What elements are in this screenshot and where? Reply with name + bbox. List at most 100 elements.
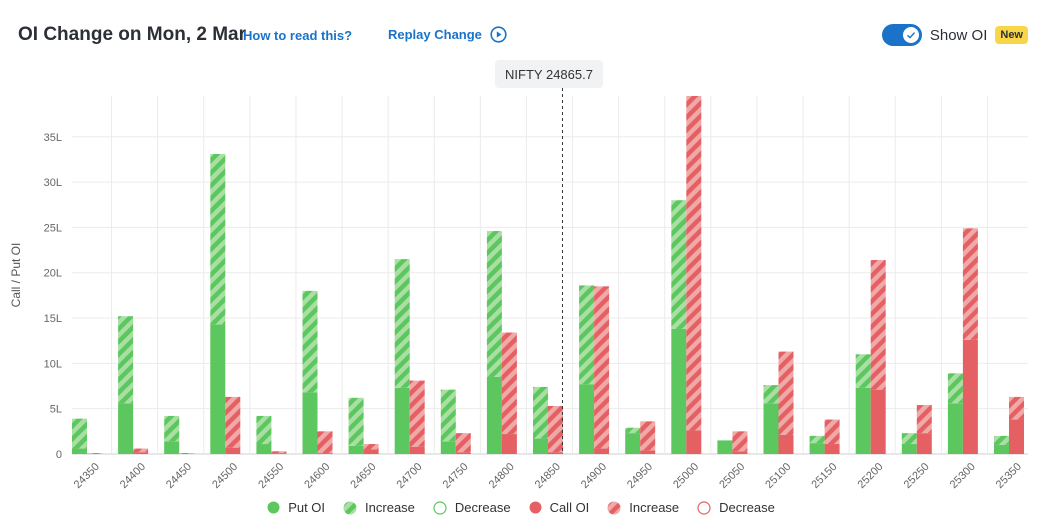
x-tick-label: 25050 [717, 461, 747, 491]
y-tick-label: 10L [44, 358, 62, 370]
put-increase-bar [348, 397, 364, 446]
x-tick-label: 24450 [164, 461, 194, 491]
call-increase-bar [87, 453, 102, 454]
x-tick-label: 25100 [763, 461, 793, 491]
replay-change-label: Replay Change [388, 27, 482, 42]
put-oi-bar [533, 438, 548, 454]
chart-header: OI Change on Mon, 2 Mar How to read this… [0, 0, 1042, 70]
toggle-knob [902, 27, 919, 43]
page-title: OI Change on Mon, 2 Mar [18, 24, 247, 45]
show-oi-control: Show OI New [881, 24, 1028, 46]
x-tick-label: 24750 [441, 461, 471, 491]
legend-put-oi: Put OI [267, 500, 325, 515]
put-increase-bar [394, 259, 410, 388]
call-increase-bar [363, 444, 379, 450]
put-oi-bar [210, 324, 226, 454]
put-oi-bar [440, 441, 456, 454]
x-tick-label: 24550 [256, 461, 286, 491]
legend-label: Call OI [549, 500, 590, 515]
x-tick-label: 24650 [348, 461, 378, 491]
put-increase-bar [763, 385, 779, 404]
call-increase-bar [870, 260, 886, 390]
legend-swatch-put-oi [267, 501, 280, 514]
call-oi-bar [363, 449, 379, 454]
put-oi-bar [717, 440, 733, 454]
call-oi-bar [640, 450, 656, 454]
put-increase-bar [671, 200, 687, 329]
put-oi-bar [302, 392, 318, 454]
put-increase-bar [118, 316, 134, 404]
legend-label: Increase [629, 500, 680, 515]
put-increase-bar [533, 386, 548, 439]
call-increase-bar [778, 351, 794, 435]
play-circle-icon [490, 26, 507, 43]
check-icon [906, 32, 915, 39]
call-oi-bar [962, 339, 978, 454]
put-increase-bar [440, 389, 456, 442]
call-oi-bar [317, 453, 333, 454]
legend-call-oi: Call OI [529, 500, 590, 515]
call-increase-bar [501, 332, 517, 435]
call-oi-bar [548, 452, 563, 454]
how-to-read-link[interactable]: How to read this? [243, 28, 353, 43]
put-increase-bar [210, 154, 226, 325]
y-tick-label: 5L [50, 404, 62, 416]
call-increase-bar [916, 405, 932, 434]
oi-bar-chart: 0 5L 10L 15L 20L 25L 30L 35L Call / Put OI 24350 2… [9, 88, 1028, 491]
y-axis-label: Call / Put OI [9, 243, 23, 308]
y-tick-label: 35L [44, 132, 62, 144]
call-increase-bar [548, 405, 563, 453]
put-increase-bar [256, 415, 272, 445]
spot-price-label: NIFTY 24865.7 [495, 60, 603, 88]
put-oi-bar [947, 403, 963, 454]
call-increase-bar [317, 431, 333, 454]
legend-put-increase: Increase [343, 500, 415, 515]
put-increase-bar [947, 373, 963, 404]
call-oi-bar [778, 434, 794, 454]
call-increase-bar [962, 228, 978, 340]
x-tick-label: 25350 [994, 461, 1024, 491]
new-badge: New [995, 26, 1028, 44]
x-tick-label: 24950 [625, 461, 655, 491]
call-increase-bar [640, 421, 656, 451]
call-increase-bar [179, 453, 195, 454]
call-increase-bar [824, 419, 840, 445]
legend-label: Put OI [288, 500, 326, 515]
x-tick-label: 24400 [118, 461, 148, 491]
put-oi-bar [994, 444, 1009, 454]
call-oi-bar [455, 452, 471, 454]
x-tick-label: 24700 [395, 461, 425, 491]
put-oi-bar [72, 448, 87, 454]
show-oi-toggle[interactable] [881, 24, 922, 46]
call-increase-bar [409, 380, 425, 447]
replay-change-button[interactable]: Replay Change [388, 26, 507, 43]
legend-label: Decrease [454, 500, 511, 515]
legend-swatch-call-increase [607, 501, 621, 514]
call-oi-bar [870, 389, 886, 454]
x-tick-label: 25200 [856, 461, 886, 491]
legend-put-decrease: Decrease [433, 500, 511, 515]
put-oi-bar [394, 387, 410, 454]
call-oi-bar [409, 446, 425, 454]
y-tick-label: 30L [44, 177, 62, 189]
y-tick-label: 25L [44, 222, 62, 234]
call-oi-bar [732, 451, 748, 454]
x-tick-label: 25300 [948, 461, 978, 491]
put-oi-bar [256, 444, 272, 454]
call-oi-bar [133, 452, 149, 454]
call-increase-bar [686, 96, 702, 431]
call-increase-bar [271, 451, 287, 454]
put-increase-bar [809, 435, 825, 444]
put-increase-bar [901, 433, 917, 445]
put-oi-bar [164, 441, 180, 454]
put-increase-bar [994, 435, 1009, 445]
call-oi-bar [225, 447, 241, 454]
call-increase-bar [225, 396, 241, 448]
x-tick-label: 24500 [210, 461, 240, 491]
call-oi-bar [686, 430, 702, 454]
put-increase-bar [72, 418, 87, 449]
legend-swatch-call-decrease [697, 500, 711, 515]
y-tick-label: 15L [44, 313, 62, 325]
call-increase-bar [732, 431, 748, 452]
put-increase-bar [302, 290, 318, 393]
